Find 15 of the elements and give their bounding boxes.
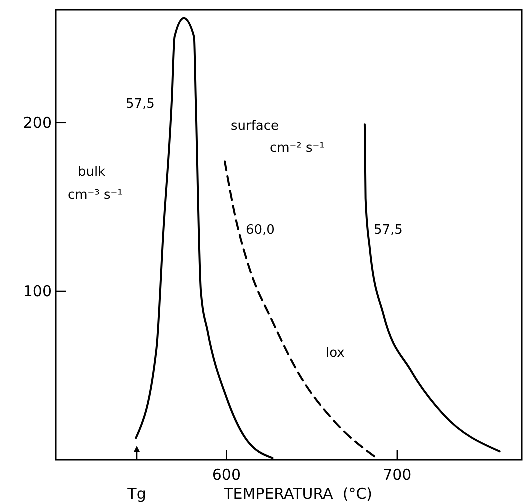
- annotation: cm⁻² s⁻¹: [270, 141, 325, 156]
- y-tick-label: 200: [23, 114, 52, 132]
- annotation: cm⁻³ s⁻¹: [68, 188, 123, 203]
- annotation: surface: [231, 119, 280, 134]
- x-axis-title: TEMPERATURA (°C): [223, 485, 373, 503]
- annotation: 60,0: [246, 223, 275, 238]
- line-series: [364, 124, 501, 453]
- x-tick-label: 700: [383, 466, 412, 484]
- annotation: 57,5: [374, 223, 403, 238]
- annotation: lox: [326, 346, 346, 361]
- text: Tg: [126, 485, 146, 503]
- annotation: 57,5: [126, 97, 155, 112]
- x-tick-label: 600: [212, 466, 242, 484]
- y-tick-label: 100: [23, 282, 52, 300]
- annotation: bulk: [78, 165, 106, 180]
